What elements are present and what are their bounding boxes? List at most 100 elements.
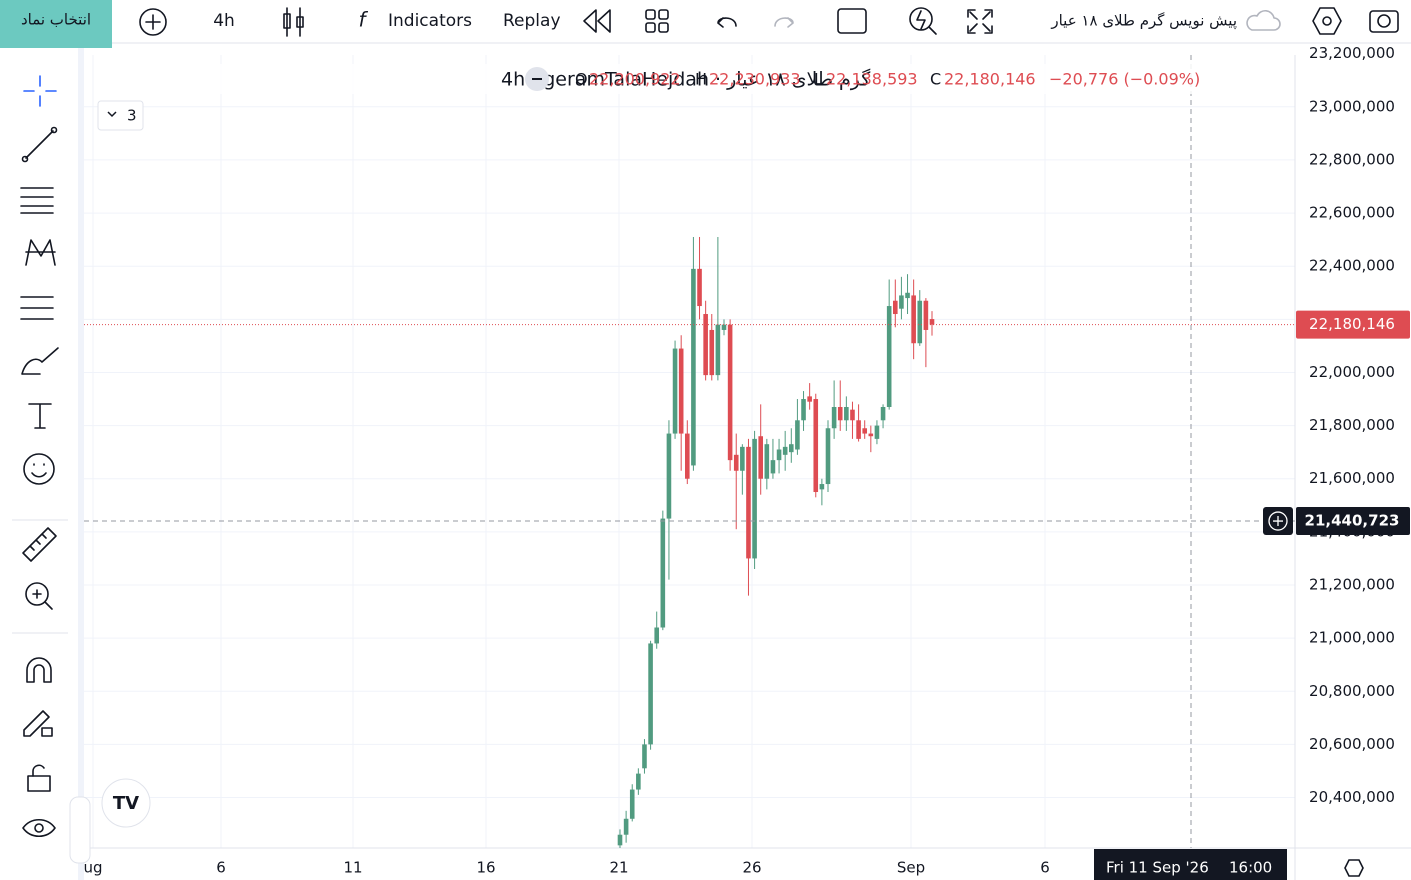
y-tick-label: 23,000,000 [1309,97,1395,115]
fullscreen[interactable] [967,9,993,34]
replay-button[interactable]: Replay [503,11,561,31]
fx-icon[interactable]: f [358,8,368,32]
zoom-tool[interactable] [25,582,53,610]
visibility-tool[interactable] [22,818,56,838]
candle-body [636,773,641,790]
layout-button[interactable] [645,9,669,33]
candle-body [862,428,868,434]
candle-body [868,433,874,437]
candle-body [788,444,794,453]
ohlc-key: O [575,70,588,89]
y-tick-label: 22,600,000 [1309,204,1395,222]
candle-body [721,324,727,330]
change: −20,776 (−0.09%) [1049,70,1200,89]
legend-bg [95,64,1205,94]
candle-body [923,300,929,330]
y-tick-label: 21,200,000 [1309,575,1395,593]
candle-body [672,348,678,434]
symbol-button-label[interactable]: انتخاب نماد [21,11,91,29]
last-price-label: 22,180,146 [1309,315,1395,333]
y-tick-label: 22,400,000 [1309,257,1395,275]
tv-logo-text: TV [113,793,139,814]
toolbar-bg [0,0,1411,43]
indicators-chevron [107,111,117,118]
candle-body [831,407,837,429]
candle-body [844,407,849,421]
pattern-tool[interactable] [25,239,56,266]
ruler-tool[interactable] [22,527,57,562]
time-axis-settings [1344,859,1364,877]
crosshair-price-box [1296,507,1410,536]
candle-body [746,446,751,559]
alert-button[interactable] [909,7,937,35]
ohlc-key: L [814,70,823,89]
sidebar-bg [0,43,78,880]
last-price-box [1296,310,1410,339]
indicator-count: 3 [127,107,137,125]
candle-body [905,292,910,299]
symbol-button[interactable] [0,0,112,48]
text-tool[interactable] [28,403,52,429]
indicators-toggle[interactable] [97,100,144,131]
screen-button[interactable] [837,8,867,34]
x-tick-label: 26 [742,859,761,877]
candle-body [807,396,812,402]
candle-body [752,438,757,559]
candle-body [666,433,672,519]
brush-tool[interactable] [21,347,59,375]
fib-tool[interactable] [20,187,54,214]
y-tick-label: 20,800,000 [1309,682,1395,700]
replay-icon[interactable] [583,9,611,33]
collapse-button[interactable] [69,796,91,864]
indicators-button[interactable]: Indicators [388,11,472,31]
interval[interactable]: 4h [213,11,235,31]
magnet-tool[interactable] [26,657,52,683]
snapshot-button[interactable] [1369,10,1399,33]
candle-body [782,446,788,455]
chart-style[interactable] [283,7,304,37]
ohlc-key: H [695,70,707,89]
candle-body [684,433,690,479]
ohlc-value: 22,180,146 [944,70,1036,89]
candle-body [691,268,696,466]
candle-body [886,306,892,408]
y-tick-label: 22,800,000 [1309,150,1395,168]
trend-line-tool[interactable] [21,126,58,163]
y-tick-label: 20,600,000 [1309,735,1395,753]
candle-body [837,407,843,421]
settings-button[interactable] [1312,7,1342,35]
x-tick-label: ug [83,859,102,877]
tv-logo [101,778,151,828]
x-tick-label: 11 [343,859,362,877]
candle-body [825,428,831,485]
emoji-tool[interactable] [23,453,55,485]
crosshair-add-plus [1273,516,1283,527]
redo[interactable] [774,17,794,28]
ohlc-value: 22,230,933 [709,70,801,89]
add-symbol[interactable] [139,8,167,36]
undo[interactable] [717,17,737,28]
ohlc-value: 22,200,922 [589,70,681,89]
candle-body [899,295,904,309]
x-tick-label: 6 [216,859,226,877]
candle-body [703,314,708,376]
candle-body [764,444,770,479]
candle-body [776,449,782,461]
cloud-icon[interactable] [1246,10,1281,31]
candle-body [795,420,800,450]
candle-body [892,300,898,315]
left-toolbar: TV [0,43,151,880]
y-tick-label: 21,800,000 [1309,416,1395,434]
crosshair-tool[interactable] [23,75,57,107]
prediction-tool[interactable] [20,296,54,320]
lock-tool[interactable] [27,764,51,792]
candle-body [709,329,715,376]
sidebar-divider [78,43,84,880]
settings-dot [1322,16,1332,26]
candle-body [801,399,806,421]
candle-body [911,295,916,344]
lock-draw-tool[interactable] [23,710,53,737]
x-tick-label: 16 [476,859,495,877]
candle-body [715,324,721,376]
